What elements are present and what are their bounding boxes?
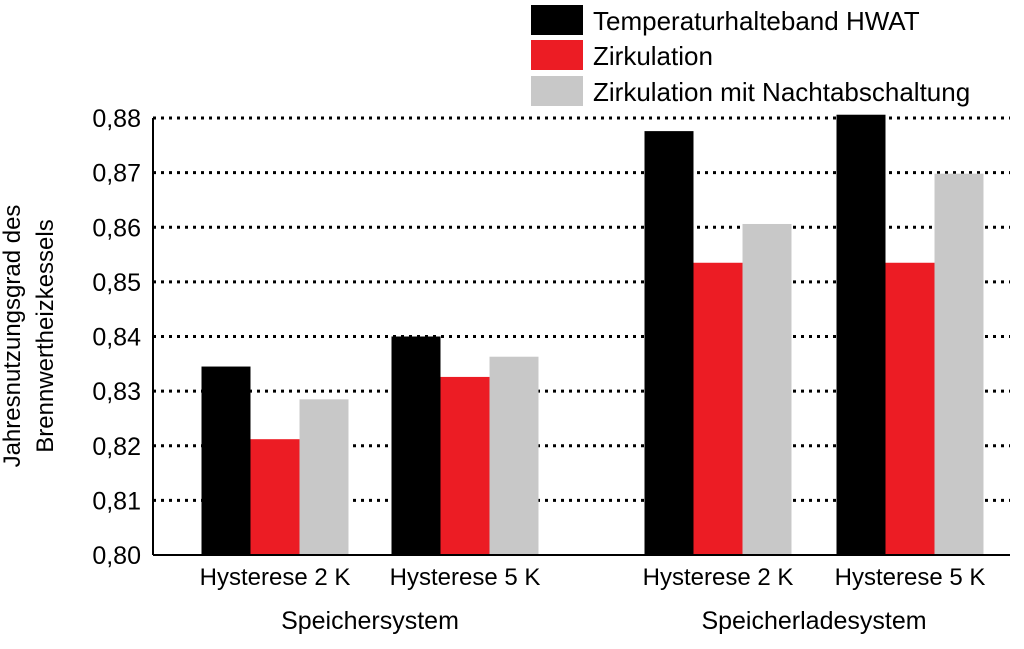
x-category-labels: Hysterese 2 K Hysterese 5 K Hysterese 2 K H… <box>200 564 986 591</box>
x-group-label: Speichersystem <box>281 607 459 635</box>
y-tick-label: 0,81 <box>92 487 141 515</box>
legend-swatch <box>531 5 583 35</box>
y-axis-label-line-1: Jahresnutzungsgrad des <box>0 205 26 468</box>
x-category-label: Hysterese 5 K <box>390 564 541 591</box>
x-category-label: Hysterese 2 K <box>200 564 351 591</box>
bar <box>934 173 984 555</box>
y-tick-label: 0,86 <box>92 214 141 242</box>
bar <box>391 336 441 555</box>
y-tick-label: 0,83 <box>92 378 141 406</box>
bar <box>201 366 251 555</box>
bar <box>489 356 539 555</box>
y-tick-label: 0,80 <box>92 542 141 570</box>
axes <box>152 118 1010 556</box>
x-category-label: Hysterese 2 K <box>643 564 794 591</box>
x-group-labels: Speichersystem Speicherladesystem <box>281 607 926 635</box>
y-axis-label-line-2: Brennwertheizkessels <box>32 219 59 452</box>
y-axis-label: Jahresnutzungsgrad des Brennwertheizkess… <box>0 205 59 468</box>
bar <box>440 376 490 555</box>
legend-label: Zirkulation <box>593 41 713 71</box>
bar <box>250 439 300 555</box>
bar <box>885 262 935 555</box>
legend: Temperaturhalteband HWAT Zirkulation Zirku… <box>531 5 970 107</box>
y-tick-labels: 0,80 0,81 0,82 0,83 0,84 0,85 0,86 0,87 0,88 <box>92 105 141 570</box>
bar <box>644 131 694 556</box>
y-tick-label: 0,88 <box>92 105 141 133</box>
x-category-label: Hysterese 5 K <box>835 564 986 591</box>
legend-swatch <box>531 76 583 106</box>
legend-swatch <box>531 40 583 70</box>
y-tick-label: 0,84 <box>92 324 141 352</box>
legend-label: Zirkulation mit Nachtabschaltung <box>593 77 970 107</box>
y-tick-label: 0,85 <box>92 269 141 297</box>
bar <box>693 262 743 555</box>
y-tick-label: 0,82 <box>92 433 141 461</box>
bar <box>742 223 792 555</box>
bar <box>836 114 886 555</box>
legend-label: Temperaturhalteband HWAT <box>593 6 920 36</box>
x-group-label: Speicherladesystem <box>701 607 926 635</box>
bar <box>299 399 349 555</box>
y-tick-label: 0,87 <box>92 160 141 188</box>
bars <box>201 114 984 556</box>
